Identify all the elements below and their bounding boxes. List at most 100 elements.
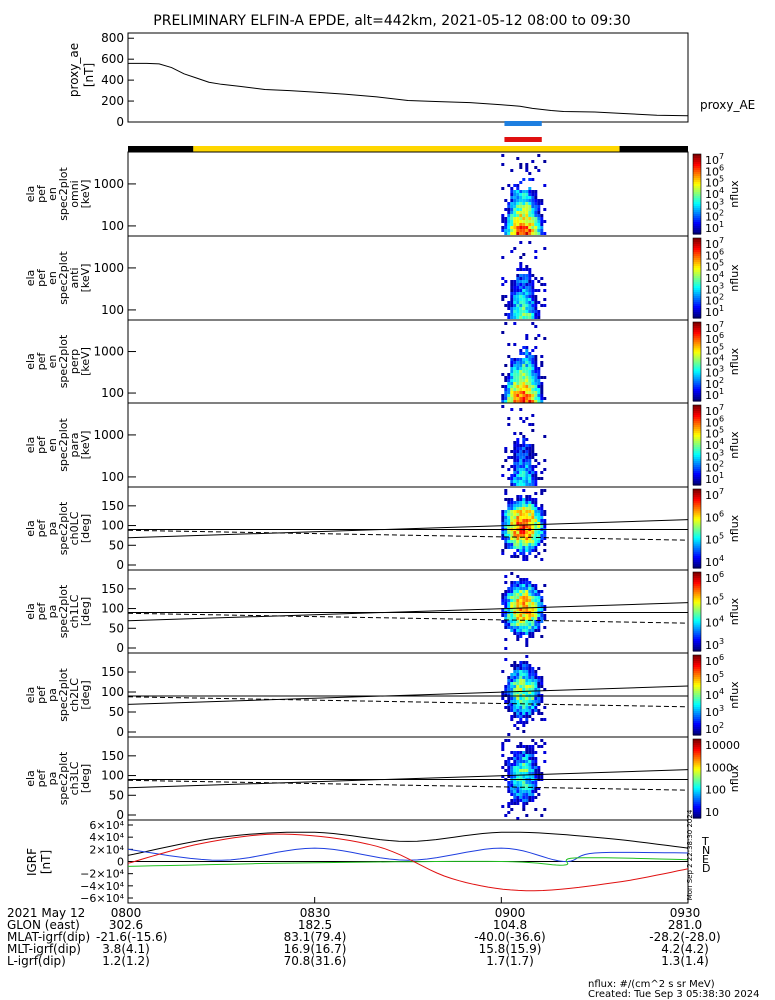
y-tick-label: 0 <box>117 856 124 869</box>
colorbar-cell <box>693 355 701 359</box>
spectrogram-cell <box>510 691 514 694</box>
spectrogram-cell <box>534 346 538 349</box>
spectrogram-cell <box>537 712 541 715</box>
spectrogram-cell <box>516 388 520 391</box>
colorbar-cell <box>693 272 701 275</box>
colorbar-cell <box>693 490 701 494</box>
spectrogram-cell <box>519 664 523 667</box>
spectrogram-cell <box>504 706 508 709</box>
spectrogram-cell <box>501 593 505 596</box>
spectrogram-cell <box>516 223 520 226</box>
y-axis-label: [keV] <box>79 347 92 376</box>
spectrogram-cell <box>510 543 514 546</box>
colorbar-cell <box>693 192 701 195</box>
spectrogram-cell <box>507 379 511 382</box>
spectrogram-cell <box>513 516 517 519</box>
spectrogram-cell <box>522 724 526 727</box>
spectrogram-cell <box>507 423 511 426</box>
spectrogram-cell <box>531 355 535 358</box>
colorbar-cell <box>693 322 701 325</box>
colorbar-cell <box>693 425 701 428</box>
spectrogram-cell <box>528 214 532 217</box>
colorbar-cell <box>693 288 701 291</box>
y-axis-label: anti <box>68 267 81 288</box>
colorbar-cell <box>693 427 701 430</box>
spectrogram-cell <box>522 543 526 546</box>
spectrogram-cell <box>528 781 532 784</box>
spectrogram-cell <box>522 745 526 748</box>
spectrogram-cell <box>534 301 538 304</box>
spectrogram-cell <box>504 379 508 382</box>
spectrogram-cell <box>525 504 529 507</box>
spectrogram-cell <box>522 730 526 733</box>
spectrogram-cell <box>504 620 508 623</box>
spectrogram-cell <box>513 682 517 685</box>
spectrogram-cell <box>543 304 547 307</box>
spectrogram-cell <box>504 313 508 316</box>
spectrogram-cell <box>525 394 529 397</box>
y-axis-label: ela <box>24 270 37 287</box>
spectrogram-cell <box>537 787 541 790</box>
spectrogram-cell <box>516 760 520 763</box>
spectrogram-cell <box>513 507 517 510</box>
colorbar-cell <box>693 731 701 734</box>
colorbar-tick-label: 105 <box>705 532 724 547</box>
colorbar-cell <box>693 238 701 241</box>
colorbar-cell <box>693 264 701 267</box>
spectrogram-cell <box>507 208 511 211</box>
spectrogram-cell <box>525 587 529 590</box>
colorbar-cell <box>693 300 701 303</box>
colorbar-cell <box>693 246 701 249</box>
spectrogram-cell <box>534 599 538 602</box>
spectrogram-cell <box>534 602 538 605</box>
spectrogram-cell <box>540 519 544 522</box>
colorbar-tick-label: 106 <box>705 509 724 524</box>
spectrogram-cell <box>516 301 520 304</box>
spectrogram-cell <box>531 322 535 325</box>
colorbar-cell <box>693 691 701 694</box>
spectrogram-cell <box>507 769 511 772</box>
colorbar-cell <box>693 278 701 281</box>
colorbar-cell <box>693 304 701 307</box>
spectrogram-cell <box>537 543 541 546</box>
spectrogram-cell <box>534 587 538 590</box>
footer-value: 16.9(16.7) <box>283 942 347 956</box>
colorbar-tick-exponent: 5 <box>719 259 724 268</box>
spectrogram-cell <box>501 397 505 400</box>
spectrogram-cell <box>519 265 523 268</box>
spectrogram-cell <box>522 620 526 623</box>
colorbar-cell <box>693 577 701 581</box>
spectrogram-cell <box>504 447 508 450</box>
spectrogram-cell <box>516 519 520 522</box>
spectrogram-cell <box>531 766 535 769</box>
spectrogram-cell <box>507 605 511 608</box>
spectrogram-cell <box>522 516 526 519</box>
colorbar-cell <box>693 399 701 402</box>
spectrogram-cell <box>537 316 541 319</box>
spectrogram-cell <box>528 793 532 796</box>
spectrogram-cell <box>525 450 529 453</box>
spectrogram-cell <box>510 596 514 599</box>
spectrogram-cell <box>513 540 517 543</box>
colorbar-tick-label: 101 <box>705 387 724 402</box>
spectrogram-cell <box>537 394 541 397</box>
colorbar-cell <box>693 294 701 297</box>
spectrogram-cell <box>510 784 514 787</box>
spectrogram-cell <box>510 286 514 289</box>
spectrogram-cell <box>534 364 538 367</box>
y-tick-label: 100 <box>101 303 124 317</box>
spectrogram-cell <box>534 700 538 703</box>
spectrogram-cell <box>531 760 535 763</box>
spectrogram-cell <box>543 614 547 617</box>
spectrogram-cell <box>528 187 532 190</box>
spectrogram-cell <box>537 391 541 394</box>
colorbar-cell <box>693 451 701 454</box>
spectrogram-cell <box>531 289 535 292</box>
spectrogram-cell <box>519 417 523 420</box>
colorbar-cell <box>693 282 701 285</box>
spectrogram-cell <box>513 593 517 596</box>
spectrogram-cell <box>513 522 517 525</box>
footer-row-lshell: L-igrf(dip) 1.2(1.2) 70.8(31.6) 1.7(1.7)… <box>0 955 775 968</box>
spectrogram-cell <box>540 525 544 528</box>
colorbar-tick-label: 101 <box>705 220 724 235</box>
